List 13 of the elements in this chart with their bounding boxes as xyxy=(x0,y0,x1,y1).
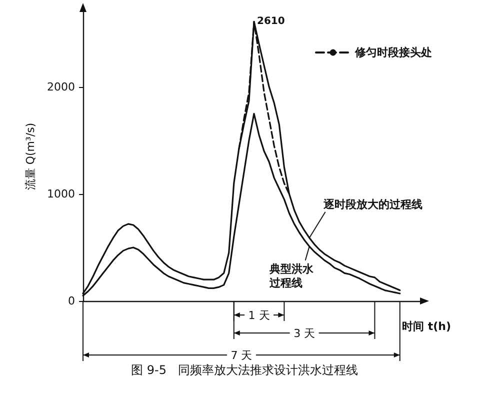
series-label: 典型洪水过程线 xyxy=(268,262,314,290)
y-axis-title: 流量 Q(m³/s) xyxy=(24,122,38,190)
data-label: 2610 xyxy=(257,16,285,28)
text: 逐时段放大的过程线 xyxy=(322,198,422,211)
x-axis-title: 时间 t(h) xyxy=(402,320,451,333)
text: 图 9-5 同频率放大法推求设计洪水过程线 xyxy=(131,363,358,377)
y-tick-label: 2000 xyxy=(47,80,75,94)
text: 7 天 xyxy=(230,349,252,362)
text: 1 天 xyxy=(248,309,270,322)
legend-label: 修匀时段接头处 xyxy=(354,46,432,59)
text: 3 天 xyxy=(294,327,316,340)
y-tick-label: 0 xyxy=(68,294,75,308)
y-tick-label: 1000 xyxy=(47,187,75,200)
